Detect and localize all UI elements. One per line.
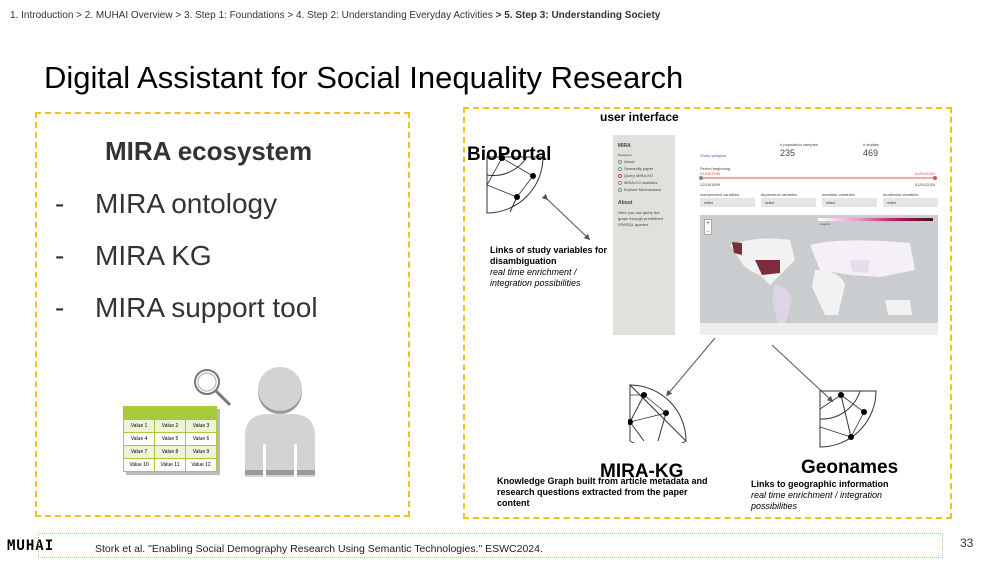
breadcrumb-item[interactable]: 1. Introduction [10, 10, 74, 21]
independent-select[interactable]: select [700, 198, 755, 207]
user-interface-label: user interface [600, 110, 679, 124]
breadcrumb: 1. Introduction > 2. MUHAI Overview > 3.… [10, 10, 660, 21]
bioportal-title: BioPortal [467, 144, 552, 165]
world-map[interactable]: + − Legend [700, 215, 938, 335]
pop-value: 235 [780, 148, 796, 158]
period-slider[interactable] [701, 177, 934, 179]
map-legend-scale [818, 218, 933, 221]
magnifier-icon [194, 369, 232, 407]
pop-label: # population samples [780, 142, 818, 147]
architecture-box [463, 107, 952, 519]
bioportal-description: Links of study variables for disambiguat… [490, 245, 608, 288]
breadcrumb-separator: > [495, 10, 502, 21]
min-date: 12/18/1899 [700, 182, 721, 187]
mediator-select[interactable]: select [822, 198, 877, 207]
nav-item-query[interactable]: Query MIRA-KG [618, 173, 670, 178]
bullet-item: - MIRA KG [55, 240, 212, 271]
app-sidebar-title: MIRA [618, 143, 631, 149]
nav-item-mechanisms[interactable]: Explore Mechanisms [618, 187, 670, 192]
citation: Stork et al. "Enabling Social Demography… [38, 533, 943, 558]
filter-label: dependent variables [761, 192, 798, 197]
nav-item-statistics[interactable]: MIRA-KG statistics [618, 180, 670, 185]
filter-label: moderator variables [883, 192, 919, 197]
choropleth-map [700, 238, 938, 335]
breadcrumb-item[interactable]: 2. MUHAI Overview [84, 10, 173, 21]
bullet-item: - MIRA support tool [55, 292, 318, 323]
dependent-select[interactable]: select [761, 198, 816, 207]
range-start: 01/18/1999 [700, 171, 721, 176]
breadcrumb-separator: > [76, 10, 82, 21]
geonames-description: Links to geographic information real time… [751, 479, 889, 511]
data-table-illustration: Value 1 Value 2 Value 3 Value 4 Value 5 Valu… [123, 406, 217, 472]
geonames-title: Geonames [801, 457, 899, 478]
moderator-select[interactable]: select [883, 198, 938, 207]
breadcrumb-item[interactable]: 4. Step 2: Understanding Everyday Activi… [296, 10, 493, 21]
period-label: Period beginning [700, 166, 731, 171]
page-number: 33 [960, 536, 974, 550]
about-heading: About [618, 200, 633, 206]
slider-handle-start[interactable] [699, 176, 703, 180]
geonames-graph-icon [819, 390, 877, 448]
studies-value: 469 [863, 148, 879, 158]
nav-item-about[interactable]: About [618, 159, 670, 164]
person-icon [245, 367, 315, 477]
study-samples-link[interactable]: Study samples [700, 153, 727, 158]
slide-title: Digital Assistant for Social Inequality … [44, 60, 684, 95]
app-sidebar: MIRA Navigation About Semantify paper Qu… [613, 135, 675, 335]
zoom-in-button[interactable]: + [706, 221, 710, 227]
filter-label: independent variables [700, 192, 740, 197]
ecosystem-heading: MIRA ecosystem [105, 136, 313, 166]
max-date: 01/01/2024 [915, 182, 936, 187]
breadcrumb-current: 5. Step 3: Understanding Society [504, 10, 661, 21]
breadcrumb-item[interactable]: 3. Step 1: Foundations [183, 10, 285, 21]
map-legend-label: Legend [820, 222, 831, 226]
slider-handle-end[interactable] [933, 176, 937, 180]
ecosystem-box [35, 112, 410, 517]
breadcrumb-separator: > [175, 10, 182, 21]
mira-kg-description: Knowledge Graph built from article metad… [497, 476, 708, 508]
mira-app-screenshot: MIRA Navigation About Semantify paper Qu… [613, 135, 938, 335]
nav-item-semantify[interactable]: Semantify paper [618, 166, 670, 171]
zoom-out-button[interactable]: − [706, 229, 710, 235]
bullet-item: - MIRA ontology [55, 188, 278, 219]
mira-kg-title: MIRA-KG [600, 461, 684, 482]
about-text: Here you can query the graph through pre… [618, 210, 663, 227]
breadcrumb-separator: > [287, 10, 294, 21]
bioportal-graph-icon [486, 155, 544, 214]
map-zoom-control: + − [704, 219, 712, 235]
mira-kg-graph-icon [628, 383, 687, 443]
filter-label: mediator variables [822, 192, 855, 197]
range-end: 01/01/2024 [915, 171, 936, 176]
studies-label: # studies [863, 142, 880, 147]
nav-label: Navigation [618, 153, 633, 157]
muhai-logo: MUHAI [7, 538, 55, 554]
